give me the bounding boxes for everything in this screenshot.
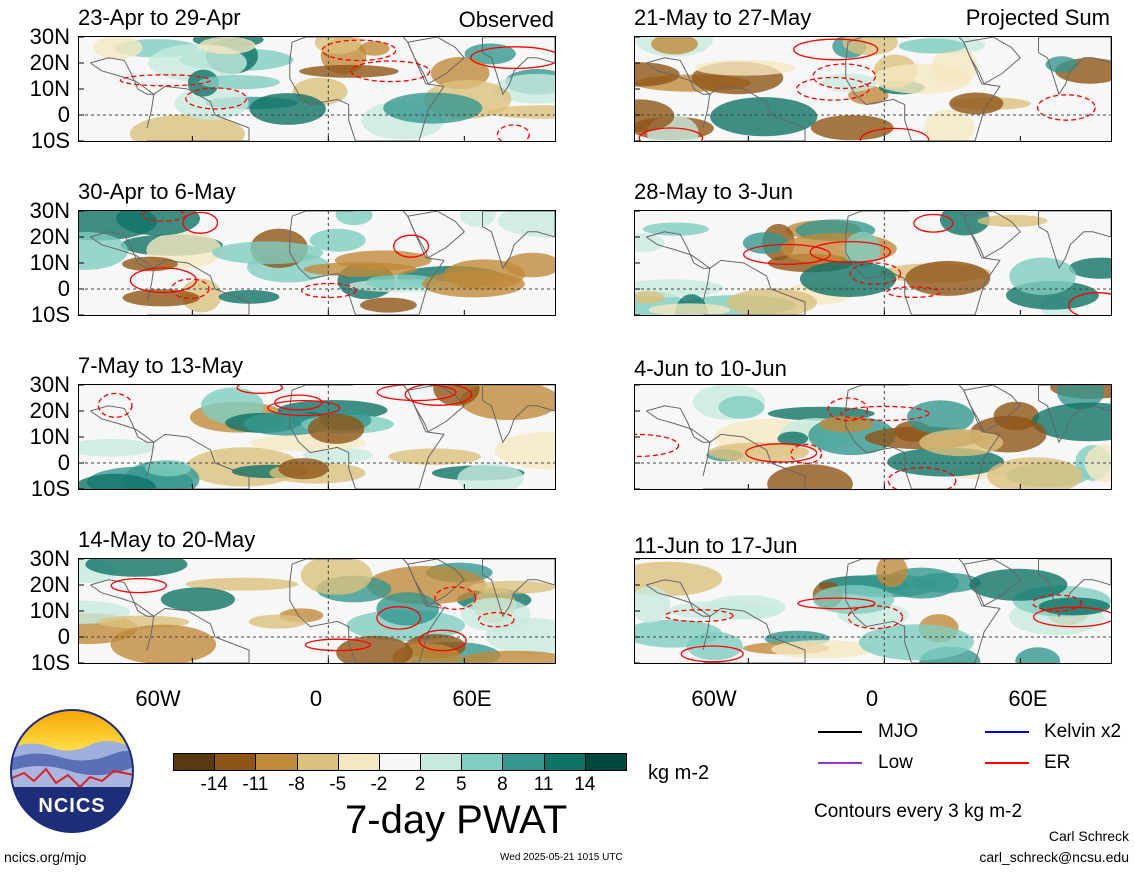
- lat-label-10s: 10S: [30, 128, 70, 153]
- colorbar-tick-label: 11: [533, 774, 554, 795]
- lon-label-60w: 60W: [691, 686, 737, 711]
- lat-label-10n: 10N: [29, 424, 70, 449]
- colorbar-tick-label: 14: [574, 774, 596, 795]
- lat-label-20n: 20N: [29, 398, 70, 423]
- lon-label-60e: 60E: [1008, 686, 1048, 711]
- legend-label-low: Low: [878, 752, 913, 773]
- colorbar-tick-label: -14: [200, 774, 228, 795]
- lat-label-eq: 0: [57, 276, 70, 301]
- chart-title: 7-day PWAT: [345, 798, 568, 842]
- footer-email: carl_schreck@ncsu.edu: [979, 849, 1129, 865]
- lon-label-0: 0: [865, 686, 879, 711]
- colorbar-tick-label: -11: [242, 774, 269, 795]
- lat-label-10n: 10N: [29, 250, 70, 275]
- panel-tag-observed: Observed: [458, 7, 554, 32]
- colorbar-tick-label: 5: [455, 774, 467, 795]
- panel-title-6: 4-Jun to 10-Jun: [634, 356, 787, 381]
- legend-line-mjo: [818, 731, 862, 733]
- colorbar-units: kg m-2: [648, 762, 710, 784]
- lat-label-30n: 30N: [29, 24, 70, 49]
- lat-label-10s: 10S: [30, 476, 70, 501]
- lat-label-30n: 30N: [29, 372, 70, 397]
- map-panel-7: [78, 558, 556, 664]
- map-panel-1: [78, 36, 556, 142]
- lat-label-10n: 10N: [29, 76, 70, 101]
- map-panel-6: [634, 384, 1112, 490]
- colorbar-swatch: [214, 753, 257, 771]
- lat-label-20n: 20N: [29, 572, 70, 597]
- map-panel-8: [634, 558, 1112, 664]
- colorbar-swatch: [296, 753, 339, 771]
- lat-label-eq: 0: [57, 450, 70, 475]
- colorbar-swatch: [255, 753, 298, 771]
- lat-label-20n: 20N: [29, 224, 70, 249]
- colorbar-tick-label: 8: [497, 774, 508, 795]
- colorbar-tick-label: -8: [288, 774, 305, 795]
- colorbar: [173, 753, 627, 771]
- panel-tag-projected: Projected Sum: [965, 5, 1110, 30]
- contour-note: Contours every 3 kg m-2: [814, 801, 1023, 822]
- lon-label-60w: 60W: [135, 686, 181, 711]
- panel-title-8: 11-Jun to 17-Jun: [634, 533, 798, 558]
- panel-title-4: 28-May to 3-Jun: [634, 179, 793, 204]
- colorbar-swatch: [584, 753, 627, 771]
- footer-site: ncics.org/mjo: [4, 849, 87, 865]
- colorbar-tick-label: -2: [370, 774, 388, 795]
- colorbar-swatch: [173, 753, 216, 771]
- colorbar-swatch: [461, 753, 504, 771]
- legend-label-mjo: MJO: [878, 721, 919, 742]
- panel-title-7: 14-May to 20-May: [78, 527, 256, 552]
- colorbar-swatch: [378, 753, 422, 771]
- panel-title-2: 21-May to 27-May: [634, 5, 812, 30]
- map-panel-2: [634, 36, 1112, 142]
- colorbar-swatch: [502, 753, 545, 771]
- lon-label-60e: 60E: [452, 686, 492, 711]
- ncics-logo: NCICS: [10, 709, 134, 833]
- legend-label-er: ER: [1044, 752, 1071, 773]
- footer-author: Carl Schreck: [1048, 828, 1129, 844]
- lat-label-10n: 10N: [29, 598, 70, 623]
- legend-label-kelvin: Kelvin x2: [1044, 721, 1122, 742]
- map-panel-3: [78, 210, 556, 316]
- colorbar-tick-label: 2: [414, 774, 426, 795]
- lat-label-30n: 30N: [29, 198, 70, 223]
- legend-line-er: [985, 762, 1029, 764]
- lat-label-30n: 30N: [29, 546, 70, 571]
- panel-title-3: 30-Apr to 6-May: [78, 179, 236, 204]
- logo-text: NCICS: [38, 795, 105, 817]
- map-panel-5: [78, 384, 556, 490]
- legend-line-low: [818, 762, 862, 764]
- lat-label-10s: 10S: [30, 650, 70, 675]
- legend-line-kelvin: [985, 731, 1029, 733]
- panel-title-5: 7-May to 13-May: [78, 353, 244, 378]
- lat-label-10s: 10S: [30, 302, 70, 327]
- colorbar-swatch: [543, 753, 586, 771]
- colorbar-swatch: [337, 753, 380, 771]
- lon-label-0: 0: [309, 686, 323, 711]
- lat-label-20n: 20N: [29, 50, 70, 75]
- colorbar-tick-label: -5: [329, 774, 347, 795]
- colorbar-swatch: [420, 753, 463, 771]
- lat-label-eq: 0: [57, 102, 70, 127]
- panel-title-1: 23-Apr to 29-Apr: [78, 5, 241, 30]
- map-panel-4: [634, 210, 1112, 316]
- lat-label-eq: 0: [57, 624, 70, 649]
- footer-timestamp: Wed 2025-05-21 1015 UTC: [500, 852, 623, 863]
